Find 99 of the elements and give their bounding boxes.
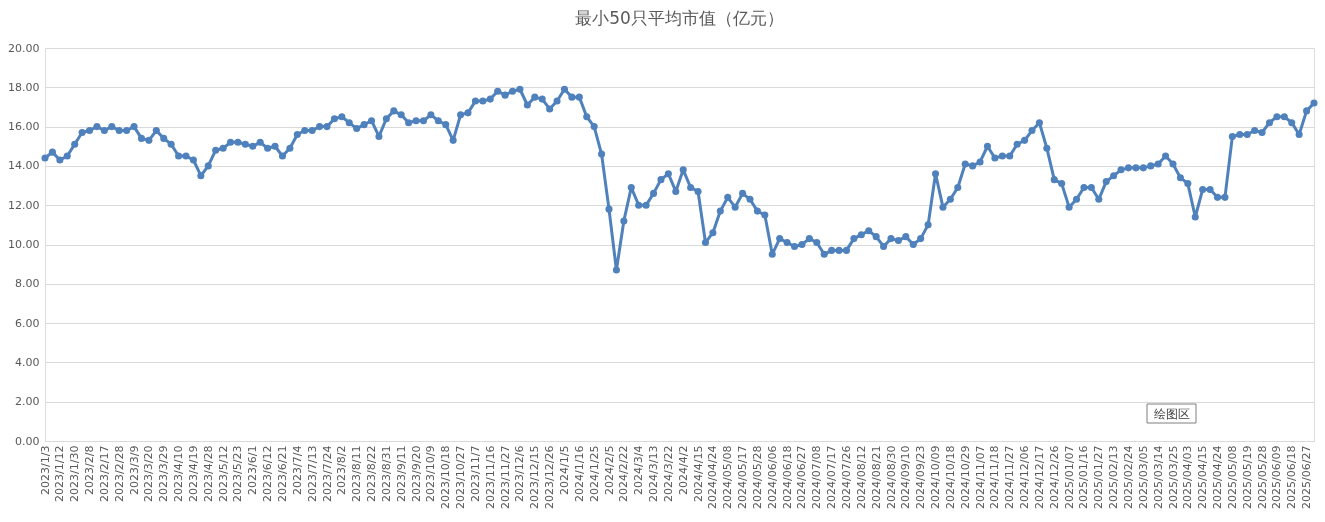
x-tick-label: 2024/12/17 <box>1032 445 1046 509</box>
x-tick-label: 2024/3/4 <box>632 445 646 495</box>
x-tick-label: 2024/06/06 <box>765 445 779 509</box>
x-tick-label: 2024/07/17 <box>825 445 839 509</box>
x-tick-label: 2023/10/18 <box>439 445 453 509</box>
x-tick-label: 2023/11/7 <box>468 445 482 502</box>
x-tick-label: 2024/10/18 <box>943 445 957 509</box>
chart-title: 最小50只平均市值（亿元） <box>575 8 784 28</box>
x-tick-label: 2023/11/27 <box>498 445 512 509</box>
x-tick-label: 2024/10/09 <box>929 445 943 509</box>
y-tick-label: 8.00 <box>15 277 40 291</box>
x-tick-label: 2024/12/06 <box>1018 445 1032 509</box>
x-tick-label: 2025/04/15 <box>1196 445 1210 509</box>
x-tick-label: 2025/04/24 <box>1211 445 1225 509</box>
x-tick-label: 2024/09/23 <box>914 445 928 509</box>
x-tick-label: 2024/2/22 <box>617 445 631 502</box>
x-tick-label: 2023/7/13 <box>305 445 319 502</box>
x-tick-label: 2023/9/20 <box>409 445 423 502</box>
x-tick-label: 2024/08/12 <box>854 445 868 509</box>
x-tick-label: 2023/1/30 <box>68 445 82 502</box>
x-tick-label: 2024/06/27 <box>795 445 809 509</box>
x-tick-label: 2024/3/13 <box>647 445 661 502</box>
x-tick-label: 2023/1/12 <box>53 445 67 502</box>
x-tick-label: 2023/6/1 <box>246 445 260 495</box>
y-tick-label: 14.00 <box>8 159 40 173</box>
x-tick-label: 2025/03/25 <box>1166 445 1180 509</box>
x-tick-label: 2024/1/25 <box>587 445 601 502</box>
x-tick-label: 2023/5/23 <box>231 445 245 502</box>
x-tick-label: 2023/9/11 <box>394 445 408 502</box>
x-tick-label: 2023/7/24 <box>320 445 334 502</box>
x-tick-label: 2024/08/30 <box>884 445 898 509</box>
y-tick-label: 16.00 <box>8 120 40 134</box>
x-tick-label: 2023/1/3 <box>38 445 52 495</box>
x-tick-label: 2023/3/29 <box>157 445 171 502</box>
x-tick-label: 2025/03/14 <box>1151 445 1165 509</box>
y-tick-label: 0.00 <box>15 434 40 448</box>
x-tick-label: 2023/8/11 <box>350 445 364 502</box>
y-tick-label: 2.00 <box>15 395 40 409</box>
x-tick-label: 2024/11/18 <box>988 445 1002 509</box>
x-tick-label: 2024/3/22 <box>661 445 675 502</box>
y-tick-label: 4.00 <box>15 355 40 369</box>
x-tick-label: 2023/3/20 <box>142 445 156 502</box>
x-tick-label: 2023/8/2 <box>335 445 349 495</box>
x-tick-label: 2025/01/27 <box>1092 445 1106 509</box>
x-tick-label: 2025/05/28 <box>1255 445 1269 509</box>
x-tick-label: 2024/07/08 <box>810 445 824 509</box>
x-tick-label: 2023/12/26 <box>543 445 557 509</box>
x-tick-label: 2024/4/15 <box>691 445 705 502</box>
x-tick-label: 2024/09/10 <box>899 445 913 509</box>
x-tick-label: 2025/02/13 <box>1107 445 1121 509</box>
x-tick-label: 2024/05/17 <box>736 445 750 509</box>
y-tick-label: 20.00 <box>8 41 40 55</box>
x-tick-label: 2024/04/24 <box>706 445 720 509</box>
x-tick-label: 2023/4/10 <box>172 445 186 502</box>
x-tick-label: 2025/03/05 <box>1136 445 1150 509</box>
x-tick-label: 2024/11/07 <box>973 445 987 509</box>
x-tick-label: 2023/4/19 <box>186 445 200 502</box>
x-tick-label: 2023/7/4 <box>290 445 304 495</box>
x-tick-label: 2024/05/08 <box>721 445 735 509</box>
x-tick-label: 2024/11/27 <box>1003 445 1017 509</box>
x-tick-label: 2025/06/27 <box>1300 445 1314 509</box>
x-tick-label: 2024/12/26 <box>1047 445 1061 509</box>
x-tick-label: 2023/2/17 <box>97 445 111 502</box>
x-tick-label: 2025/05/19 <box>1240 445 1254 509</box>
x-tick-label: 2024/06/18 <box>780 445 794 509</box>
x-tick-label: 2024/1/5 <box>557 445 571 495</box>
x-tick-label: 2023/5/12 <box>216 445 230 502</box>
x-tick-label: 2023/12/15 <box>528 445 542 509</box>
x-tick-label: 2025/02/24 <box>1121 445 1135 509</box>
x-tick-label: 2025/06/09 <box>1270 445 1284 509</box>
x-tick-label: 2024/1/16 <box>572 445 586 502</box>
x-tick-label: 2024/08/21 <box>869 445 883 509</box>
x-tick-label: 2024/10/29 <box>958 445 972 509</box>
y-tick-label: 6.00 <box>15 316 40 330</box>
x-tick-label: 2023/12/6 <box>513 445 527 502</box>
x-tick-label: 2024/2/5 <box>602 445 616 495</box>
x-tick-label: 2024/4/2 <box>676 445 690 495</box>
x-tick-label: 2023/2/28 <box>112 445 126 502</box>
x-tick-label: 2023/11/16 <box>483 445 497 509</box>
x-tick-label: 2025/04/03 <box>1181 445 1195 509</box>
x-tick-label: 2023/6/21 <box>275 445 289 502</box>
x-tick-label: 2023/6/12 <box>261 445 275 502</box>
x-tick-label: 2025/01/07 <box>1062 445 1076 509</box>
y-tick-label: 10.00 <box>8 238 40 251</box>
x-tick-label: 2025/01/16 <box>1077 445 1091 509</box>
x-tick-label: 2023/3/9 <box>127 445 141 495</box>
x-tick-label: 2023/10/9 <box>424 445 438 502</box>
annotation: 绘图区 <box>1153 407 1190 421</box>
y-tick-label: 18.00 <box>8 80 40 94</box>
x-tick-label: 2023/8/22 <box>365 445 379 502</box>
x-tick-label: 2023/4/28 <box>201 445 215 502</box>
x-tick-label: 2023/2/8 <box>83 445 97 495</box>
y-tick-label: 12.00 <box>8 198 40 212</box>
x-tick-label: 2024/05/28 <box>750 445 764 509</box>
x-tick-label: 2025/05/08 <box>1225 445 1239 509</box>
x-tick-label: 2023/8/31 <box>379 445 393 502</box>
x-tick-label: 2023/10/27 <box>454 445 468 509</box>
x-tick-label: 2024/07/26 <box>839 445 853 509</box>
x-tick-label: 2025/06/18 <box>1285 445 1299 509</box>
